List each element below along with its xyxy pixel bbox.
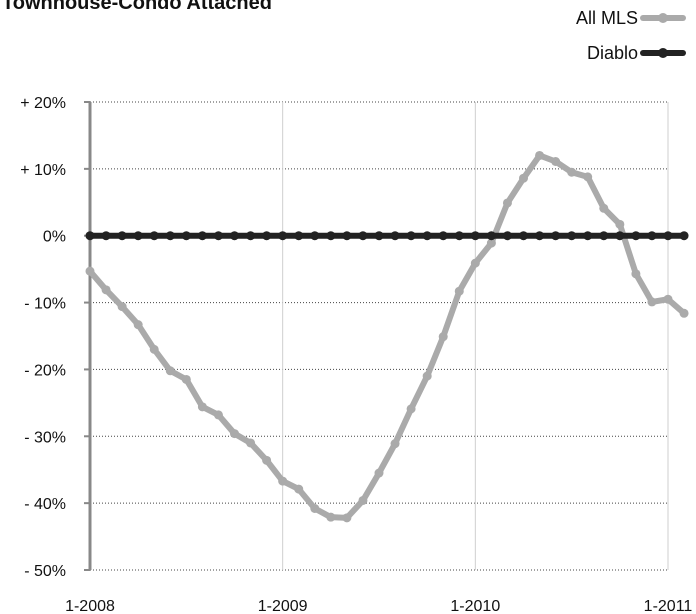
y-tick-label-3: - 10% [24,296,66,313]
series-1-point-24 [470,231,480,241]
series-1-point-27 [519,231,528,241]
legend-swatch-diablo [640,48,686,58]
series-1-point-15 [326,231,336,241]
series-0-point-31 [583,172,593,182]
series-0-point-32 [599,203,609,213]
series-0-point-35 [647,297,657,307]
series-1-point-6 [181,231,191,241]
series-1-point-31 [583,231,593,241]
series-0-point-1 [101,285,111,295]
series-0-point-25 [486,238,496,248]
series-1-point-18 [374,231,384,241]
series-1-point-4 [149,231,159,241]
series-0-point-7 [197,402,207,412]
y-tick-label-5: - 30% [24,429,66,446]
series-0-point-28 [535,150,545,160]
series-0-point-37 [679,308,689,318]
series-1-point-17 [358,231,368,241]
series-1-point-11 [262,231,272,241]
series-0-point-33 [615,219,625,229]
series-0-point-27 [519,173,528,183]
series-0-point-21 [422,371,432,381]
x-tick-label-3: 1-2011 [644,598,693,614]
series-0-point-26 [502,198,512,208]
series-1-point-36 [663,231,673,241]
series-1-point-2 [117,231,127,241]
series-0-point-12 [278,476,288,486]
y-tick-label-4: - 20% [24,362,66,379]
series-0-point-15 [326,512,336,522]
series-0-point-6 [181,374,191,384]
series-1-point-32 [599,231,609,241]
series-1-point-8 [213,231,223,241]
series-1-point-5 [165,231,175,241]
series-1-point-22 [438,231,448,241]
series-0-point-0 [85,266,95,276]
series-line-0 [87,152,688,521]
series-1-point-34 [631,231,641,241]
series-1-point-26 [502,231,512,241]
series-0-point-3 [133,320,143,330]
series-0-point-9 [230,429,239,439]
y-tick-label-1: + 10% [20,162,66,179]
y-tick-label-7: - 50% [24,563,66,580]
series-0-point-34 [631,269,641,279]
series-1-point-28 [535,231,545,241]
series-0-point-17 [358,495,368,505]
series-1-point-19 [390,231,400,241]
series-0-point-29 [551,157,561,167]
legend-label-all-mls: All MLS [575,8,638,28]
series-0-point-36 [663,294,673,304]
series-0-point-22 [438,332,448,342]
series-0-point-11 [262,455,272,465]
series-0-point-4 [149,344,159,354]
series-1-point-37 [679,231,689,241]
series-1-point-14 [310,231,320,241]
series-1-point-9 [230,231,239,241]
series-0-point-16 [342,513,352,523]
x-tick-label-0: 1-2008 [65,598,115,614]
series-1-point-30 [567,231,577,241]
series-0-point-30 [567,167,577,177]
series-0-point-2 [117,302,127,312]
series-0-point-18 [374,468,384,478]
series-1-point-25 [486,231,496,241]
series-1-point-35 [647,231,657,241]
series-0-point-10 [246,438,256,448]
series-0-point-23 [454,286,464,296]
legend-item-diablo: Diablo [587,44,686,62]
series-1-point-13 [294,231,304,241]
x-tick-label-1: 1-2009 [258,598,308,614]
series-0-point-24 [470,258,480,268]
y-tick-label-0: + 20% [20,95,66,112]
series-1-point-16 [342,231,352,241]
legend-item-all-mls: All MLS [576,9,686,27]
series-1-point-12 [278,231,288,241]
series-0-point-13 [294,484,304,494]
series-1-point-1 [101,231,111,241]
series-1-point-29 [551,231,561,241]
series-0-point-5 [165,366,175,376]
series-0-point-14 [310,503,320,513]
series-0-point-8 [213,410,223,420]
series-1-point-3 [133,231,143,241]
series-0-point-20 [406,404,416,414]
series-1-point-21 [422,231,432,241]
series-0-point-19 [390,439,400,449]
series-1-point-20 [406,231,416,241]
y-tick-label-2: 0% [43,229,66,246]
legend-label-diablo: Diablo [586,43,638,63]
series-1-point-33 [615,231,625,241]
x-tick-label-2: 1-2010 [450,598,500,614]
series-1-point-10 [246,231,256,241]
series-1-point-23 [454,231,464,241]
chart-title: Townhouse-Condo Attached [2,0,272,14]
series-1-point-0 [85,231,95,241]
legend-swatch-all-mls [640,13,686,23]
y-tick-label-6: - 40% [24,496,66,513]
series-1-point-7 [197,231,207,241]
